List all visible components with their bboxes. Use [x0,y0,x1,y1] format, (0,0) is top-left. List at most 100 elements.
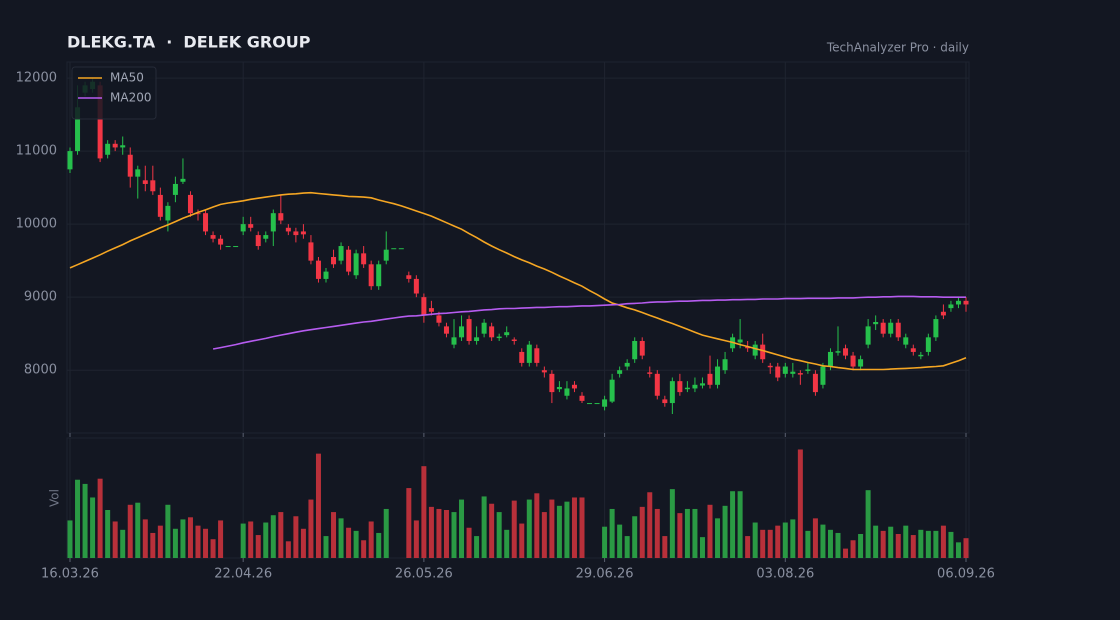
volume-bar [895,534,901,558]
volume-bar [504,529,510,558]
volume-bar [556,505,562,558]
candle-body [624,362,630,367]
candle-body [353,253,359,276]
candle-body [579,395,585,401]
volume-bar [707,504,713,558]
volume-bar [730,491,736,558]
candle-body [722,359,728,371]
candle-body [880,322,886,334]
x-tick-label: 22.04.26 [214,567,272,582]
volume-bar [639,506,645,558]
candle-body [300,231,306,235]
candle-body [526,344,532,363]
volume-bar [715,518,721,558]
candle-body [677,381,683,393]
volume-bar [489,503,495,558]
volume-bar [459,499,465,558]
candle-body [940,311,946,316]
volume-bar [240,523,246,558]
candle-body [745,346,751,349]
volume-bar [933,530,939,558]
candle-body [346,249,352,272]
legend-label: MA50 [110,71,144,85]
candle-body [225,246,231,248]
candle-body [684,387,690,390]
candle-body [865,326,871,345]
volume-bar [82,483,88,558]
volume-bar [210,539,216,558]
candle-body [255,235,261,247]
volume-bar [519,523,525,558]
volume-bar [218,520,224,558]
candle-body [812,373,818,393]
candle-body [248,224,254,228]
candle-body [888,322,894,334]
candle-body [75,107,81,152]
chart-title: DLEKG.TA · DELEK GROUP [67,33,311,52]
x-tick-label: 06.09.26 [937,567,995,582]
volume-bar [112,521,118,558]
volume-bar [142,519,148,558]
legend-box [71,66,157,120]
volume-bar [805,530,811,558]
candle-body [210,235,216,239]
candle-body [617,370,623,374]
volume-bar [361,540,367,558]
y-tick-label: 12000 [16,71,57,86]
candle-body [662,399,668,404]
volume-bar [955,542,961,558]
volume-bar [722,505,728,558]
volume-bar [534,493,540,558]
volume-bar [195,525,201,558]
candle-body [699,383,705,386]
candle-body [293,231,299,236]
volume-bar [858,534,864,558]
candle-body [752,344,758,356]
volume-bar [918,529,924,558]
candle-body [180,178,186,182]
volume-bar [353,530,359,558]
volume-bar [948,531,954,558]
volume-bar [925,530,931,558]
volume-bar [526,499,532,558]
volume-bar [602,526,608,558]
candle-body [541,370,547,373]
volume-bar [293,516,299,558]
candle-body [895,322,901,338]
candle-body [873,321,879,325]
volume-bar [421,466,427,558]
candle-body [459,326,465,338]
candle-body [790,371,796,374]
volume-bar [760,529,766,558]
volume-bar [745,536,751,558]
volume-bar [203,528,209,558]
candle-body [172,183,178,195]
volume-bar [120,529,126,558]
candle-body [496,336,502,339]
x-tick-label: 03.08.26 [756,567,814,582]
candle-body [955,300,961,305]
candle-body [692,384,698,389]
volume-bar [903,525,909,558]
price-panel [66,61,970,434]
volume-bar [963,538,969,558]
volume-bar [654,508,660,558]
volume-bar [549,499,555,558]
candle-body [187,194,193,214]
volume-bar [428,506,434,558]
candle-body [391,248,397,250]
legend-label: MA200 [110,91,151,105]
volume-bar [187,517,193,558]
volume-bar [684,508,690,558]
candle-body [240,224,246,232]
volume-axis-label: Vol [48,489,62,507]
volume-bar [782,522,788,558]
volume-bar [910,535,916,558]
volume-bar [767,529,773,558]
volume-panel [66,437,970,559]
volume-bar [632,516,638,558]
candle-body [669,381,675,404]
candle-body [827,351,833,367]
volume-bar [135,502,141,558]
candle-body [519,351,525,363]
